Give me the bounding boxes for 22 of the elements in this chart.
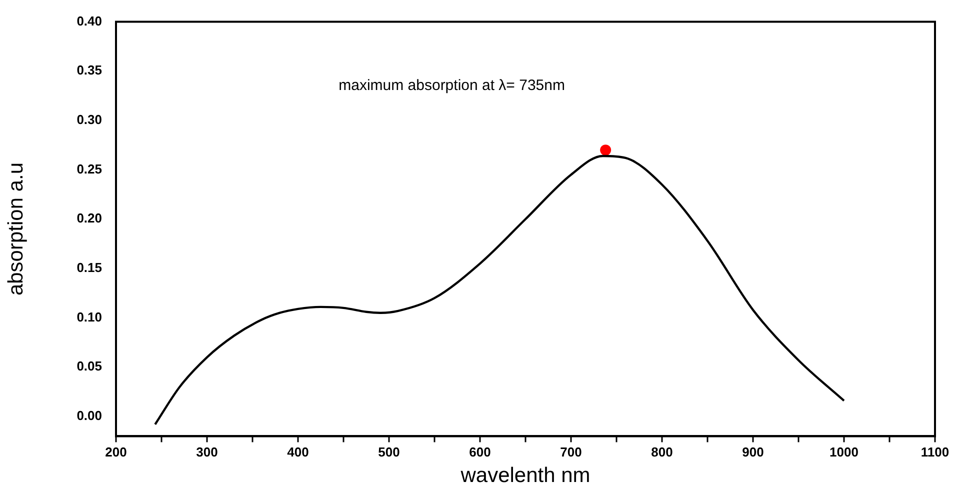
y-tick-label: 0.30 [76,112,102,128]
y-tick-label: 0.15 [76,260,102,276]
y-tick-label: 0.10 [76,309,102,324]
x-tick-label: 1000 [830,444,858,460]
annotation: maximum absorption at λ= 735nm [338,76,565,94]
x-tick-label: 700 [560,444,582,460]
y-axis-title: absorption a.u [4,162,28,296]
x-tick-label: 300 [196,444,218,460]
y-tick-label: 0.40 [76,13,102,28]
x-axis-title: wavelenth nm [460,464,590,488]
x-tick-label: 500 [378,444,400,460]
y-tick-label: 0.20 [76,210,102,226]
y-tick-label: 0.35 [76,62,102,78]
x-tick-label: 600 [469,444,491,460]
x-tick-label: 800 [651,444,673,460]
x-tick-label: 900 [742,444,764,460]
x-tick-label: 1100 [920,444,950,460]
x-tick-label: 200 [105,444,127,460]
y-tick-label: 0.00 [76,408,102,424]
x-tick-label: 400 [287,444,309,460]
y-tick-label: 0.25 [76,161,102,176]
y-tick-label: 0.05 [76,358,102,374]
